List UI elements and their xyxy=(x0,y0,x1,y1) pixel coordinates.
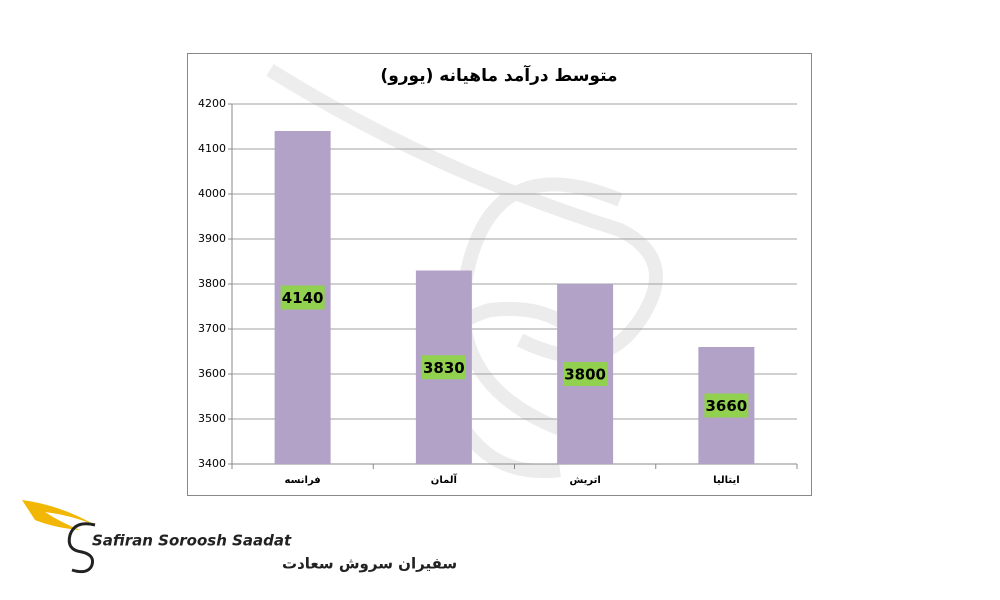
value-label: 3830 xyxy=(423,359,465,377)
y-tick-label: 3500 xyxy=(198,412,226,425)
y-tick-label: 3900 xyxy=(198,232,226,245)
logo-wing xyxy=(22,500,95,530)
y-tick-label: 3700 xyxy=(198,322,226,335)
x-tick-label: آلمان xyxy=(431,473,458,486)
value-label-box xyxy=(280,285,325,310)
logo-name-en: Safiran Soroosh Saadat xyxy=(92,532,292,550)
value-label: 3660 xyxy=(706,397,748,415)
y-tick-label: 3400 xyxy=(198,457,226,470)
y-tick-label: 4200 xyxy=(198,97,226,110)
x-tick-label: اتریش xyxy=(569,475,600,486)
value-label-box xyxy=(421,355,466,380)
logo-name-fa: سفیران سروش سعادت xyxy=(282,555,457,573)
value-label: 3800 xyxy=(564,366,606,384)
value-label: 4140 xyxy=(282,289,324,307)
x-tick-label: فرانسه xyxy=(285,475,321,486)
y-tick-label: 3800 xyxy=(198,277,226,290)
value-label-box xyxy=(563,362,608,386)
chart-title: متوسط درآمد ماهیانه (یورو) xyxy=(380,64,617,86)
logo-s xyxy=(67,522,96,574)
y-tick-label: 4000 xyxy=(198,187,226,200)
value-label-box xyxy=(704,393,749,418)
logo: Safiran Soroosh Saadat سفیران سروش سعادت xyxy=(22,500,457,574)
y-tick-label: 3600 xyxy=(198,367,226,380)
y-tick-label: 4100 xyxy=(198,142,226,155)
x-tick-label: ایتالیا xyxy=(713,475,740,486)
